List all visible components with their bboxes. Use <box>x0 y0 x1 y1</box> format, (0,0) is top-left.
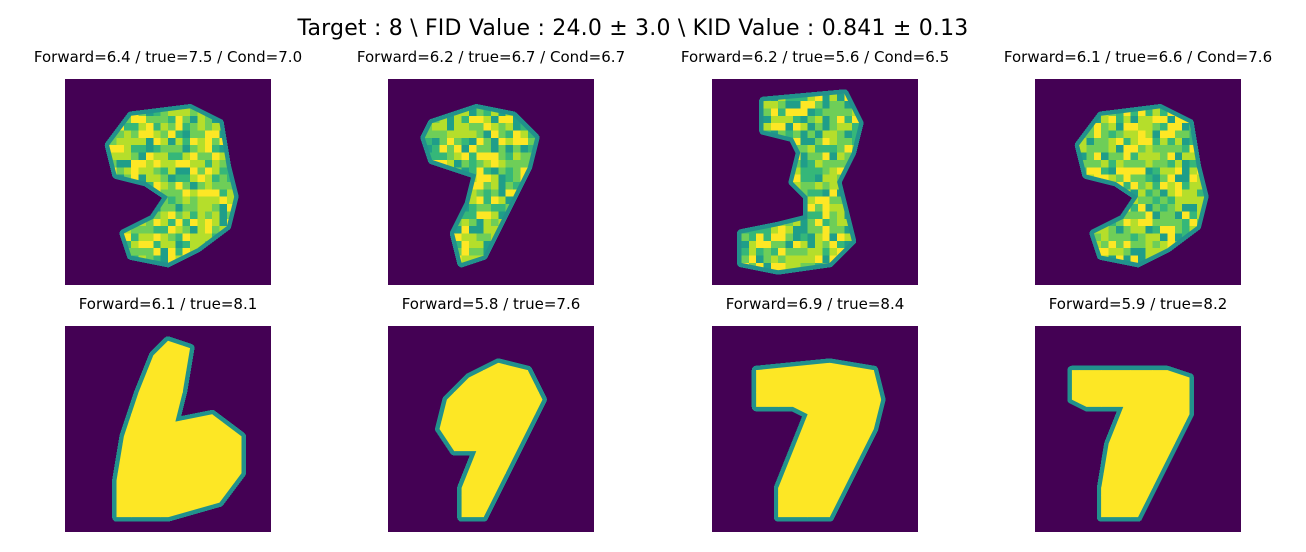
panel-title: Forward=6.9 / true=8.4 <box>725 295 905 313</box>
panel-r1-c1: Forward=6.4 / true=7.5 / Cond=7.0 <box>3 48 333 288</box>
digit-image <box>712 326 918 532</box>
panel-title: Forward=5.8 / true=7.6 <box>401 295 581 313</box>
digit-image <box>388 79 594 285</box>
panel-title: Forward=6.2 / true=5.6 / Cond=6.5 <box>680 48 950 66</box>
panel-title: Forward=6.1 / true=6.6 / Cond=7.6 <box>1003 48 1273 66</box>
panel-r1-c2: Forward=6.2 / true=6.7 / Cond=6.7 <box>326 48 656 288</box>
digit-image <box>65 79 271 285</box>
digit-image <box>1035 79 1241 285</box>
panel-r2-c3: Forward=6.9 / true=8.4 <box>650 295 980 535</box>
panel-r2-c4: Forward=5.9 / true=8.2 <box>973 295 1303 535</box>
panel-title: Forward=5.9 / true=8.2 <box>1048 295 1228 313</box>
digit-image <box>712 79 918 285</box>
digit-image <box>65 326 271 532</box>
panel-r1-c3: Forward=6.2 / true=5.6 / Cond=6.5 <box>650 48 980 288</box>
panel-title: Forward=6.4 / true=7.5 / Cond=7.0 <box>33 48 303 66</box>
digit-image <box>1035 326 1241 532</box>
panel-r2-c2: Forward=5.8 / true=7.6 <box>326 295 656 535</box>
figure-title: Target : 8 \ FID Value : 24.0 ± 3.0 \ KI… <box>297 16 969 41</box>
panel-r2-c1: Forward=6.1 / true=8.1 <box>3 295 333 535</box>
panel-title: Forward=6.1 / true=8.1 <box>78 295 258 313</box>
digit-image <box>388 326 594 532</box>
panel-r1-c4: Forward=6.1 / true=6.6 / Cond=7.6 <box>973 48 1303 288</box>
panel-title: Forward=6.2 / true=6.7 / Cond=6.7 <box>356 48 626 66</box>
